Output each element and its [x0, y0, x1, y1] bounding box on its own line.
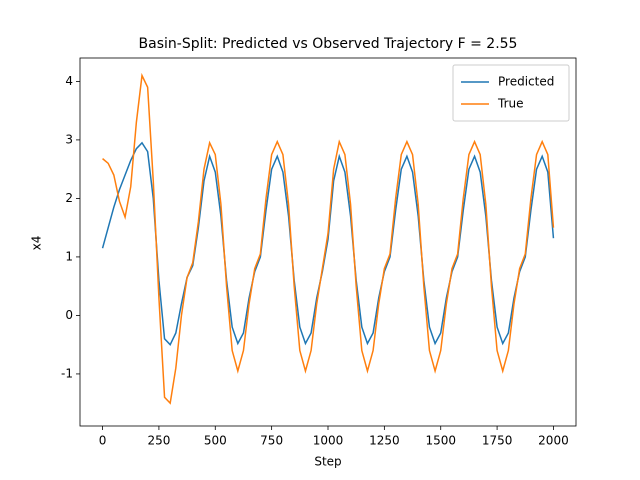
line-series: [102, 72, 555, 405]
x-tick-label: 2000: [538, 434, 569, 448]
y-axis-label: x4: [30, 236, 44, 251]
plot-frame: [79, 57, 577, 427]
y-tick-label: 1: [65, 249, 73, 263]
x-tick-label: 1500: [425, 434, 456, 448]
y-tick-label: 2: [65, 191, 73, 205]
y-tick-label: 0: [65, 308, 73, 322]
legend-box: [452, 64, 570, 122]
x-tick-label: 250: [147, 434, 170, 448]
chart-title: Basin-Split: Predicted vs Observed Traje…: [139, 36, 518, 52]
y-tick-label: 4: [65, 74, 73, 88]
x-tick-label: 0: [99, 434, 107, 448]
x-tick-label: 1250: [369, 434, 400, 448]
legend-label: Predicted: [498, 75, 554, 89]
legend-label: True: [497, 97, 524, 111]
x-axis-label: Step: [314, 455, 341, 469]
x-tick-label: 1000: [313, 434, 344, 448]
x-tick-label: 1750: [482, 434, 513, 448]
y-tick-label: -1: [61, 366, 73, 380]
x-tick-label: 750: [260, 434, 283, 448]
line-series: [101, 141, 555, 346]
x-tick-label: 500: [204, 434, 227, 448]
y-tick-label: 3: [65, 132, 73, 146]
